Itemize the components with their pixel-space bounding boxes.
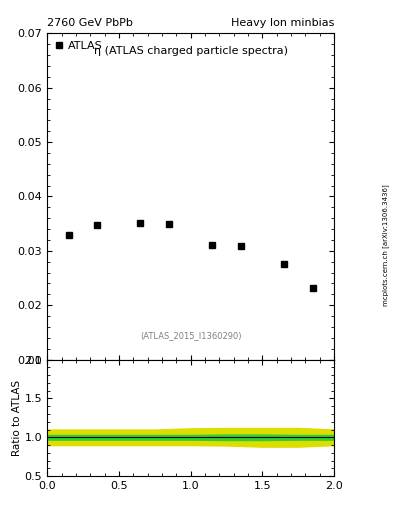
Y-axis label: Ratio to ATLAS: Ratio to ATLAS — [12, 380, 22, 456]
Text: 2760 GeV PbPb: 2760 GeV PbPb — [47, 18, 133, 28]
ATLAS — [281, 261, 286, 267]
Text: Heavy Ion minbias: Heavy Ion minbias — [231, 18, 334, 28]
Legend: ATLAS: ATLAS — [51, 38, 107, 54]
ATLAS — [310, 285, 315, 291]
ATLAS — [138, 220, 143, 226]
ATLAS — [239, 243, 243, 249]
ATLAS — [95, 222, 100, 228]
ATLAS — [210, 242, 215, 248]
Text: mcplots.cern.ch [arXiv:1306.3436]: mcplots.cern.ch [arXiv:1306.3436] — [382, 184, 389, 306]
Text: (ATLAS_2015_I1360290): (ATLAS_2015_I1360290) — [140, 331, 241, 340]
Line: ATLAS: ATLAS — [66, 220, 315, 291]
Text: η (ATLAS charged particle spectra): η (ATLAS charged particle spectra) — [94, 46, 288, 56]
ATLAS — [66, 231, 71, 238]
ATLAS — [167, 221, 171, 227]
